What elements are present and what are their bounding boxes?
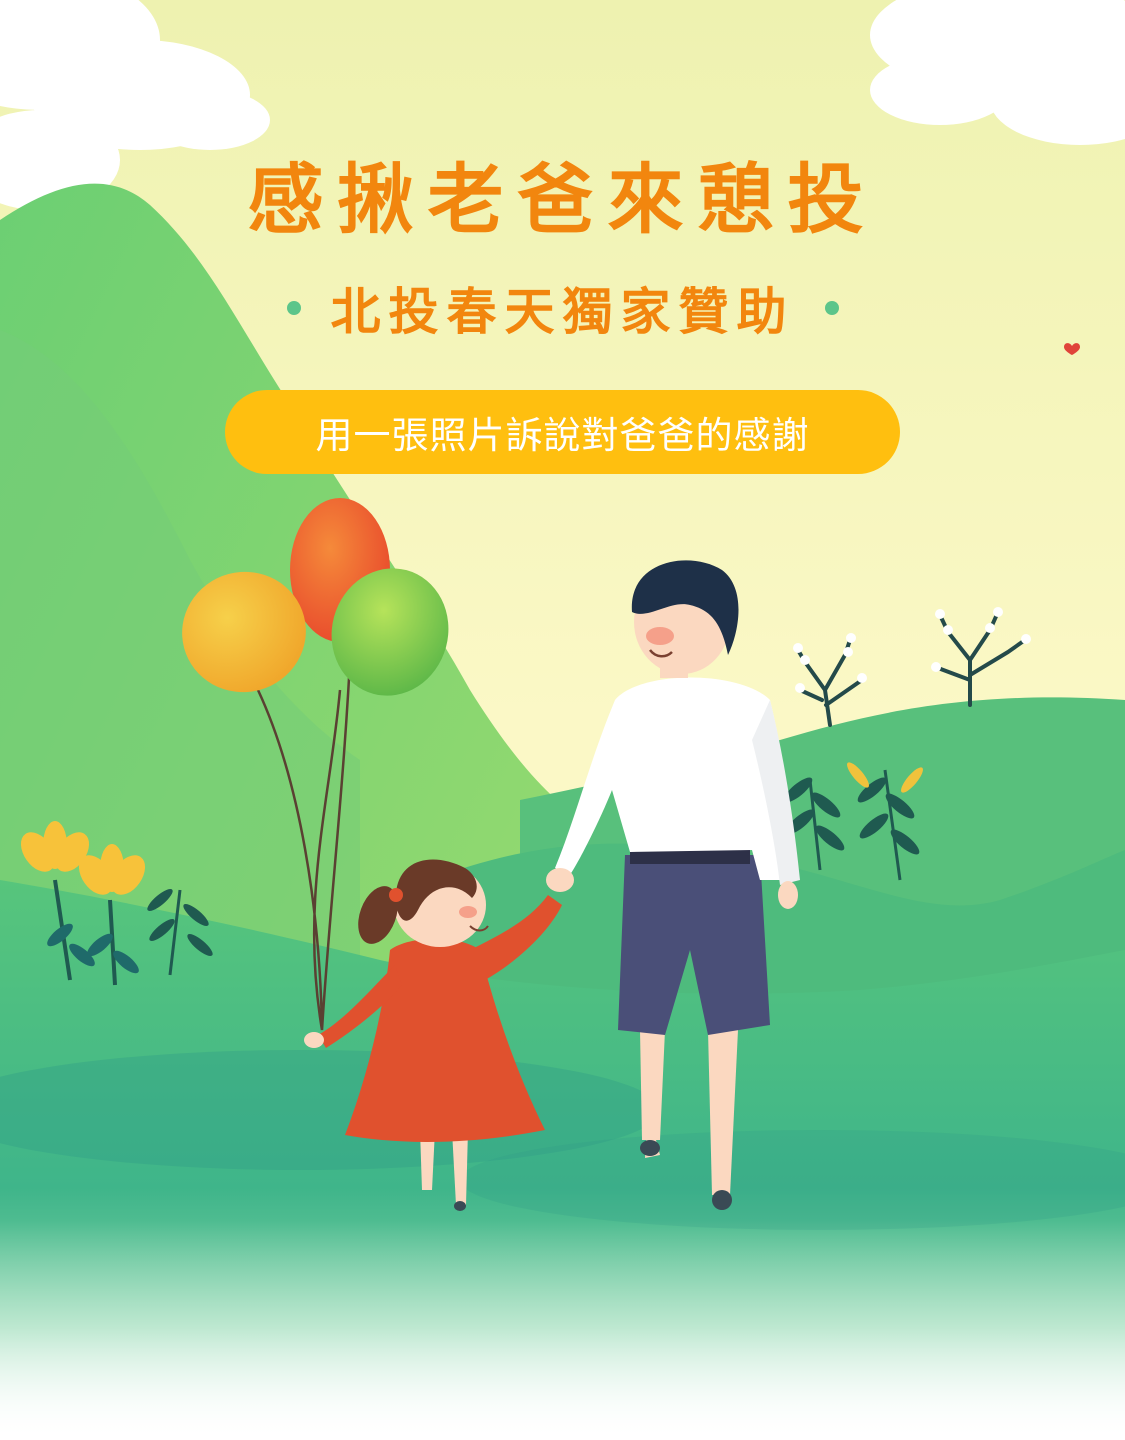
cloud-right [870,0,1125,145]
subtitle: 北投春天獨家贊助 [330,283,795,341]
father-figure [555,560,800,1210]
balloons [182,498,449,1031]
dot-right-icon [824,301,839,315]
main-title: 感揪老爸來憩投 [247,155,878,244]
leafy-plant-right [808,769,902,881]
balloon-yellow [182,571,306,693]
tagline-pill: 用一張照片訴說對爸爸的感謝 [225,390,900,474]
tagline-text: 用一張照片訴說對爸爸的感謝 [315,414,810,457]
flowers-left [20,821,213,986]
tree-sprig-left [796,638,864,727]
heart-icon [1064,343,1080,355]
dot-left-icon [286,301,301,315]
girl-figure [304,859,574,1211]
tree-sprig-right [936,610,1027,707]
subtitle-row: 北投春天獨家贊助 [0,272,1125,344]
cloud-left [0,0,270,210]
balloon-green [331,568,449,696]
